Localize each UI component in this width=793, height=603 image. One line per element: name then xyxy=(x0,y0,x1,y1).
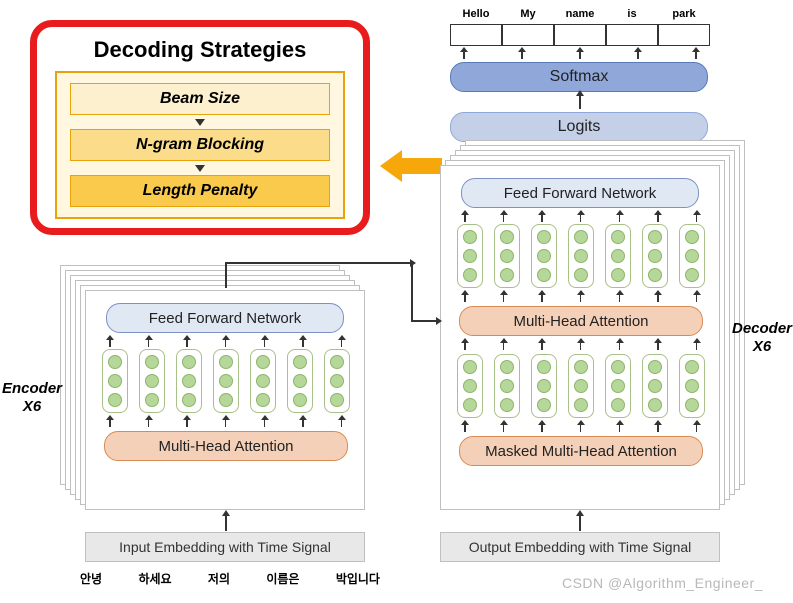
strategy-beam-size: Beam Size xyxy=(70,83,330,115)
arrow-down-icon xyxy=(195,161,205,175)
output-token-cells xyxy=(450,24,710,46)
transformer-diagram: Decoding Strategies Beam Size N-gram Blo… xyxy=(0,0,793,603)
decoder-masked-mha: Masked Multi-Head Attention xyxy=(459,436,703,466)
decoder-mha: Multi-Head Attention xyxy=(459,306,703,336)
watermark-text: CSDN @Algorithm_Engineer_ xyxy=(562,575,763,591)
output-cell xyxy=(554,24,606,46)
arrow-down-icon xyxy=(195,115,205,129)
arrows-ffn xyxy=(461,211,701,221)
input-token: 박입니다 xyxy=(336,570,380,587)
arrows-mha xyxy=(461,339,701,349)
big-arrow-icon xyxy=(380,150,442,182)
logits-pill: Logits xyxy=(450,112,708,142)
softmax-pill: Softmax xyxy=(450,62,708,92)
decoder-ffn: Feed Forward Network xyxy=(461,178,699,208)
connector-drop xyxy=(411,262,413,321)
decoding-strategies-inner: Beam Size N-gram Blocking Length Penalty xyxy=(55,71,345,219)
connector-horiz xyxy=(225,262,411,264)
input-token: 안녕 xyxy=(80,570,102,587)
decoding-strategies-box: Decoding Strategies Beam Size N-gram Blo… xyxy=(30,20,370,235)
encoder-mha: Multi-Head Attention xyxy=(104,431,348,461)
output-cell xyxy=(658,24,710,46)
arrows-nodes xyxy=(461,291,701,301)
input-token: 하세요 xyxy=(138,570,171,587)
decoder-nodes-lower xyxy=(457,354,705,418)
strategy-length-penalty: Length Penalty xyxy=(70,175,330,207)
arrows-softmax-out xyxy=(460,48,700,58)
decoder-nodes-upper xyxy=(457,224,705,288)
connector-to-mha xyxy=(411,320,437,322)
input-token-row: 안녕 하세요 저의 이름은 박입니다 xyxy=(80,570,380,587)
output-cell xyxy=(606,24,658,46)
arrows-nodes-enc xyxy=(106,416,346,426)
arrows-ffn-enc xyxy=(106,336,346,346)
decoding-strategies-title: Decoding Strategies xyxy=(37,37,363,63)
encoder-side-label: EncoderX6 xyxy=(2,380,62,416)
connector-vert xyxy=(225,262,227,288)
output-embedding: Output Embedding with Time Signal xyxy=(440,532,720,562)
output-cell xyxy=(502,24,554,46)
encoder-nodes xyxy=(102,349,350,413)
output-cell xyxy=(450,24,502,46)
arrow-up-icon xyxy=(579,95,581,109)
arrow-up-icon xyxy=(225,515,227,531)
decoder-stack: Feed Forward Network Multi-Head Attentio… xyxy=(440,165,720,510)
input-embedding: Input Embedding with Time Signal xyxy=(85,532,365,562)
arrows-nodes2 xyxy=(461,421,701,431)
encoder-stack: Feed Forward Network Multi-Head Attentio… xyxy=(85,290,365,510)
encoder-ffn: Feed Forward Network xyxy=(106,303,344,333)
strategy-ngram-blocking: N-gram Blocking xyxy=(70,129,330,161)
input-token: 이름은 xyxy=(266,570,299,587)
arrow-up-icon xyxy=(579,515,581,531)
input-token: 저의 xyxy=(208,570,230,587)
decoder-side-label: DecoderX6 xyxy=(732,320,792,356)
